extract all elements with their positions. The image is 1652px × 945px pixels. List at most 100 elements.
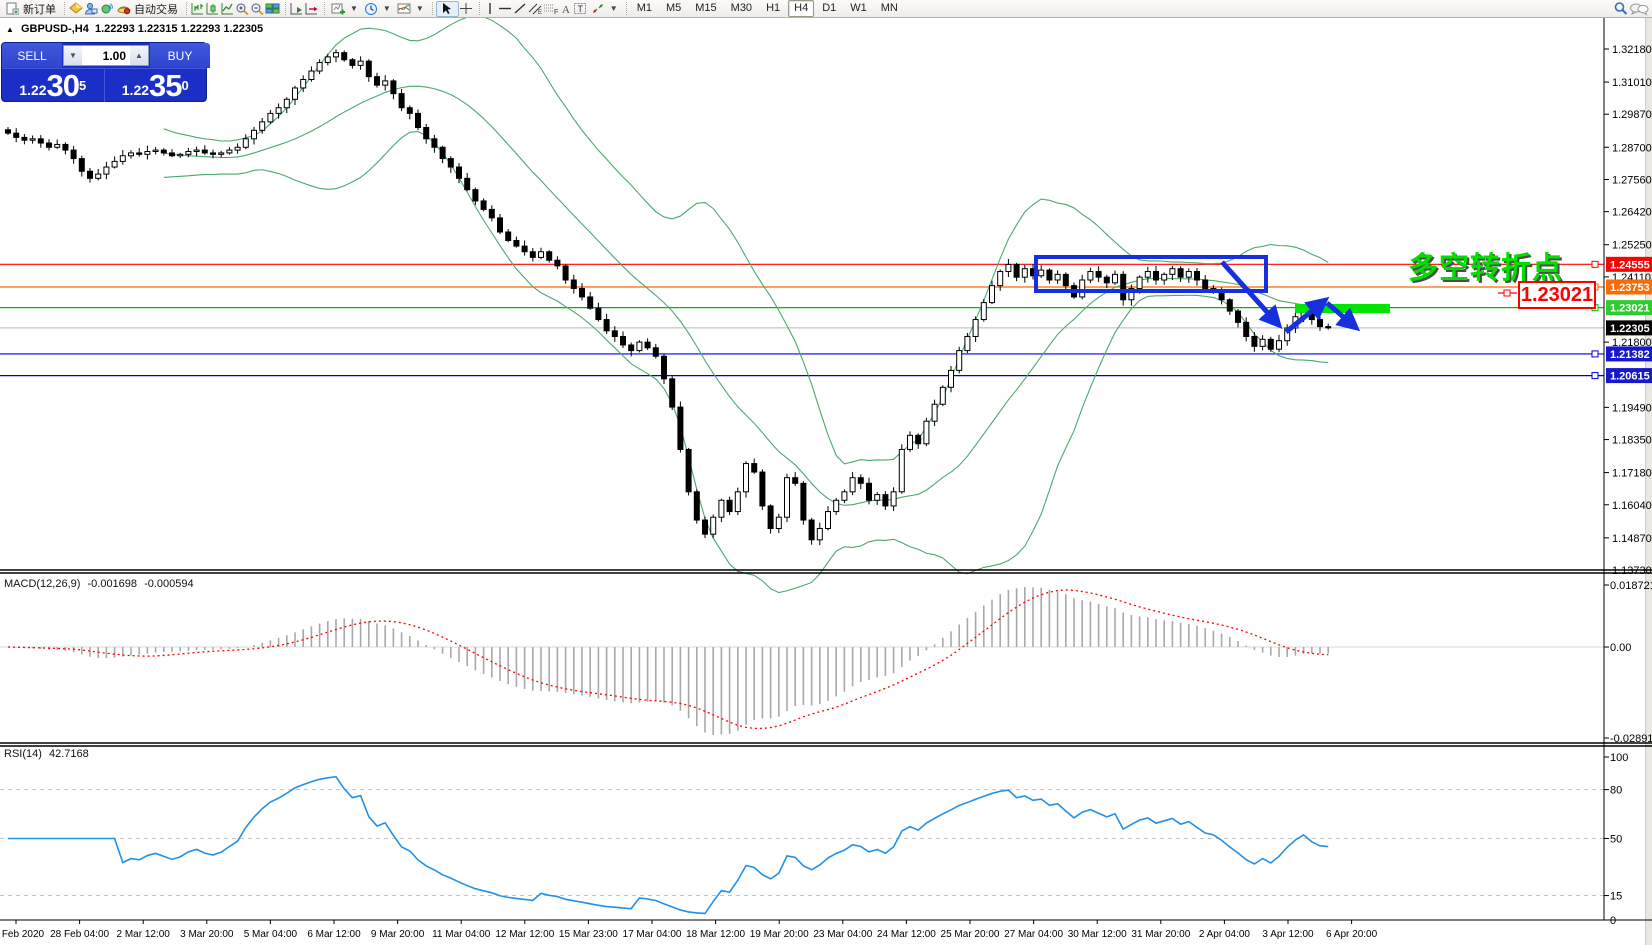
timeframe-M1[interactable]: M1: [636, 2, 652, 14]
svg-text:1.31010: 1.31010: [1612, 77, 1652, 89]
arrows-icon: [591, 1, 606, 16]
timeframe-MN[interactable]: MN: [880, 2, 898, 14]
timeframe-group: M1 M5 M15 M30 H1 H4 D1 W1 MN: [630, 0, 905, 17]
volume-input[interactable]: [82, 46, 130, 65]
arrows-tool[interactable]: ▼: [588, 1, 621, 17]
trend-arrow-2[interactable]: [1284, 296, 1330, 334]
community-profile-icon[interactable]: [83, 1, 98, 16]
svg-text:1.21382: 1.21382: [1610, 349, 1650, 361]
candlestick-chart-icon[interactable]: [205, 1, 220, 16]
trend-arrow-3[interactable]: [1325, 301, 1361, 332]
timeframe-M5[interactable]: M5: [665, 2, 682, 14]
rsi-label: RSI(14) 42.7168: [4, 748, 93, 760]
zoom-in-icon[interactable]: [235, 1, 250, 16]
profiles-clock-icon: [364, 1, 379, 16]
market-depth-icon[interactable]: [68, 1, 83, 16]
svg-text:0.018721: 0.018721: [1610, 580, 1652, 592]
main-price-chart[interactable]: [0, 15, 1604, 594]
consolidation-box[interactable]: [1034, 255, 1268, 293]
timeframe-W1[interactable]: W1: [850, 2, 867, 14]
timeframe-H4[interactable]: H4: [788, 0, 815, 17]
svg-text:1.32180: 1.32180: [1612, 44, 1652, 56]
toolbar-separator: [622, 2, 627, 15]
buy-button[interactable]: BUY: [150, 43, 210, 68]
axes: 1.32180 1.31010 1.29870 1.28700 1.27560 1.264…: [0, 18, 1652, 940]
volume-decrease-button[interactable]: ▼: [64, 46, 82, 65]
date-label: 9 Mar 20:00: [371, 929, 425, 940]
hline-1.21382[interactable]: [0, 350, 1604, 358]
text-label-tool[interactable]: T: [573, 1, 588, 16]
sell-price-button[interactable]: 1.22 30 5: [2, 69, 105, 102]
horizontal-line-tool[interactable]: [498, 1, 513, 16]
channel-tool[interactable]: E: [528, 1, 543, 16]
timeframe-M30[interactable]: M30: [730, 2, 753, 14]
fibonacci-tool[interactable]: F: [543, 1, 558, 16]
timeframe-H1[interactable]: H1: [766, 2, 781, 14]
trend-arrow-1[interactable]: [1220, 260, 1283, 329]
crosshair-tool[interactable]: [459, 1, 474, 16]
new-order-label: 新订单: [23, 3, 56, 16]
price-level-label-box[interactable]: 1.23021: [1518, 281, 1596, 309]
date-label: 18 Mar 12:00: [686, 929, 745, 940]
date-label: 15 Mar 23:00: [559, 929, 618, 940]
svg-text:1.22305: 1.22305: [1610, 323, 1650, 335]
price-badge-1.20615: 1.20615: [1606, 368, 1652, 384]
price-badge-1.23021: 1.23021: [1606, 300, 1652, 316]
zoom-out-icon[interactable]: [250, 1, 265, 16]
buy-price-button[interactable]: 1.22 35 0: [105, 69, 207, 102]
date-label: 5 Mar 04:00: [244, 929, 298, 940]
rsi-panel[interactable]: [0, 775, 1604, 915]
hline-1.20615[interactable]: [0, 372, 1604, 380]
autotrade-label: 自动交易: [134, 3, 178, 16]
turning-point-annotation[interactable]: 多空转折点: [1408, 252, 1563, 285]
cursor-tool[interactable]: [435, 0, 459, 17]
new-chart-button[interactable]: ▼: [328, 1, 361, 17]
macd-panel[interactable]: [0, 587, 1604, 735]
svg-text:1.13730: 1.13730: [1612, 565, 1652, 577]
hline-1.23753[interactable]: [0, 283, 1604, 291]
svg-text:1.27560: 1.27560: [1612, 174, 1652, 186]
tile-windows-icon[interactable]: [265, 1, 280, 16]
macd-signal-value: -0.000594: [144, 578, 194, 590]
svg-text:1.20615: 1.20615: [1610, 371, 1650, 383]
new-chart-icon: [331, 1, 346, 16]
timeframe-D1[interactable]: D1: [822, 2, 837, 14]
macd-signal-line: [7, 589, 1329, 730]
indicators-button[interactable]: ▼: [394, 1, 427, 17]
trendline-tool[interactable]: [513, 1, 528, 16]
bollinger-band: [163, 131, 1329, 594]
sell-button[interactable]: SELL: [2, 43, 62, 68]
vertical-line-tool[interactable]: [483, 1, 498, 16]
date-label: 28 Feb 04:00: [50, 929, 109, 940]
svg-text:-0.028913: -0.028913: [1610, 733, 1652, 745]
svg-text:T: T: [578, 4, 584, 14]
volume-increase-button[interactable]: ▲: [130, 46, 148, 65]
chart-title: ▲ GBPUSD-,H4 1.22293 1.22315 1.22293 1.2…: [6, 23, 263, 35]
macd-main-value: -0.001698: [87, 578, 138, 590]
svg-text:1.16040: 1.16040: [1612, 500, 1652, 512]
auto-scroll-icon[interactable]: [289, 1, 304, 16]
timeframe-M15[interactable]: M15: [695, 2, 717, 14]
sell-price-pip: 5: [79, 78, 87, 93]
svg-text:50: 50: [1610, 834, 1622, 846]
line-chart-icon[interactable]: [220, 1, 235, 16]
collapse-triangle-icon[interactable]: ▲: [6, 25, 14, 34]
chart-shift-icon[interactable]: [304, 1, 319, 16]
chart-profiles-button[interactable]: ▼: [361, 1, 394, 17]
date-label: 25 Mar 20:00: [941, 929, 1000, 940]
text-tool[interactable]: A: [558, 1, 573, 16]
autotrade-button[interactable]: 自动交易: [113, 1, 181, 17]
chat-icon[interactable]: [1628, 1, 1650, 16]
dropdown-caret: ▼: [382, 4, 391, 13]
search-icon[interactable]: [1613, 1, 1628, 16]
toolbar-separator: [320, 2, 325, 15]
signals-icon[interactable]: [98, 1, 113, 16]
sell-label: SELL: [17, 48, 47, 63]
price-badge-1.21382: 1.21382: [1606, 346, 1652, 362]
bar-chart-icon[interactable]: [190, 1, 205, 16]
hline-1.24555[interactable]: [0, 260, 1604, 268]
svg-text:F: F: [554, 9, 558, 15]
new-order-button[interactable]: 新订单: [2, 1, 59, 17]
svg-text:1.25250: 1.25250: [1612, 240, 1652, 252]
